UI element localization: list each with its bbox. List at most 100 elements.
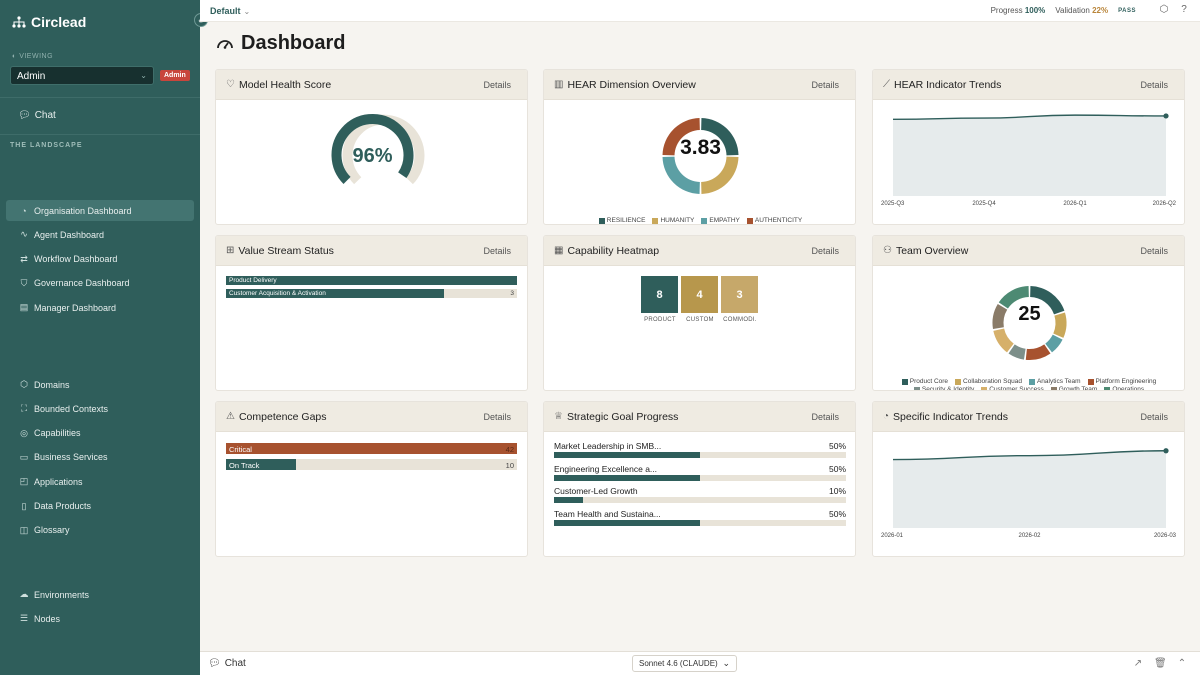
model-value: Sonnet 4.6 (CLAUDE) [639,659,718,668]
goal-item[interactable]: Market Leadership in SMB... 50% [554,441,846,458]
card-title: Capability Heatmap [567,244,660,257]
environment-select[interactable]: Default ⌄ [210,6,250,16]
sidebar-chat-label: Chat [34,110,56,121]
competence-row[interactable]: Critical 42 [226,443,517,454]
donut-slice[interactable] [1045,334,1063,353]
briefcase-icon: ▭ [19,451,29,462]
value-stream-count: 3 [510,290,514,297]
section-label: THE LANDSCAPE [10,142,83,149]
value-stream-row[interactable]: Customer Acquisition & Activation 3 [226,289,517,298]
donut-slice[interactable] [1025,344,1051,360]
details-button[interactable]: Details [811,79,839,90]
sidebar-item-nodes[interactable]: ☰ Nodes [6,608,194,629]
sidebar-item-workflow-dashboard[interactable]: ⇄ Workflow Dashboard [6,249,194,270]
legend-swatch [1028,378,1035,385]
donut-slice[interactable] [701,118,739,156]
clipboard-icon: ▤ [19,302,29,313]
sidebar-item-business-services[interactable]: ▭ Business Services [6,447,194,468]
legend-item: Platform Engineering [1087,378,1156,385]
sidebar-chat-link[interactable]: 💬︎ Chat [18,110,56,121]
sidebar-item-label: Agent Dashboard [34,229,105,240]
x-tick-label: 2025-Q4 [972,201,996,207]
value-stream-row[interactable]: Product Delivery [226,276,517,285]
details-button[interactable]: Details [811,245,839,256]
sidebar-item-governance-dashboard[interactable]: ⛉ Governance Dashboard [6,273,194,294]
donut-slice[interactable] [998,286,1029,309]
donut-slice[interactable] [1030,286,1065,315]
page-title: Dashboard [215,32,345,55]
sidebar-item-agent-dashboard[interactable]: ∿ Agent Dashboard [6,224,194,245]
donut-slice[interactable] [1008,344,1026,360]
health-gauge [331,114,425,185]
workflow-icon: ⇄ [20,253,28,264]
donut-slice[interactable] [701,156,739,194]
heatmap-cell[interactable]: 4 [681,276,718,313]
goal-track [554,475,846,481]
sidebar-item-glossary[interactable]: ◫ Glossary [6,520,194,541]
details-button[interactable]: Details [811,411,839,422]
chat-toggle[interactable]: 💬︎ Chat [208,658,246,669]
goal-item[interactable]: Engineering Excellence a... 50% [554,464,846,481]
workspace-value: Admin [17,71,46,82]
legend-item: RESILIENCE [598,217,645,224]
hear-trends-card: ⟋ HEAR Indicator Trends Details 2025-Q3 20… [872,69,1185,225]
legend-label: Collaboration Squad [963,378,1022,385]
details-button[interactable]: Details [1140,79,1168,90]
legend-swatch [701,217,708,224]
details-button[interactable]: Details [483,411,511,422]
heatmap-cell[interactable]: 3 [721,276,758,313]
legend-swatch [901,378,908,385]
warning-icon: ⚠ [226,411,235,422]
trend-point[interactable] [1163,448,1169,454]
sidebar-item-applications[interactable]: ◰ Applications [6,471,194,492]
goal-item[interactable]: Customer-Led Growth 10% [554,486,846,503]
target-icon: ◎ [20,427,28,438]
sidebar-item-label: Domains [34,379,70,390]
sidebar-item-organisation-dashboard[interactable]: ◔ Organisation Dashboard [6,200,194,221]
chevron-up-icon[interactable]: ⌃ [1177,658,1187,669]
donut-slice[interactable] [1053,312,1067,338]
sidebar-item-manager-dashboard[interactable]: ▤ Manager Dashboard [6,297,194,318]
heatmap-cell[interactable]: 8 [641,276,678,313]
model-stats: Progress 100% Validation 22% PASS [991,6,1136,15]
goal-item[interactable]: Team Health and Sustaina... 50% [554,509,846,526]
admin-badge: Admin [160,70,190,81]
donut-slice[interactable] [662,118,700,156]
legend-item: Customer Success [981,386,1044,390]
card-title: Competence Gaps [238,410,327,423]
goal-name: Team Health and Sustaina... [554,509,661,519]
heatmap-label: CUSTOM [686,317,714,323]
hear-trend-chart: 2025-Q3 2025-Q4 2026-Q1 2026-Q2 [881,113,1177,207]
details-button[interactable]: Details [1140,245,1168,256]
details-button[interactable]: Details [483,245,511,256]
package-icon[interactable]: ⬡ [1159,4,1169,15]
sidebar-item-label: Workflow Dashboard [34,254,118,265]
sidebar-item-domains[interactable]: ⬡ Domains [6,374,194,395]
donut-slice[interactable] [662,156,700,194]
details-button[interactable]: Details [1140,411,1168,422]
external-link-icon[interactable]: ↗ [1133,658,1143,669]
competence-row[interactable]: On Track 10 [226,459,517,470]
sidebar-item-data-products[interactable]: ▯ Data Products [6,496,194,517]
sidebar-item-environments[interactable]: ☁ Environments [6,584,194,605]
gauge-icon [217,39,233,49]
progress-value: 100% [1024,6,1046,15]
trash-icon[interactable]: 🗑︎ [1154,658,1167,669]
donut-slice[interactable] [992,303,1008,330]
legend-item: HUMANITY [652,217,694,224]
workspace-select[interactable]: Admin ⌄ [10,66,154,85]
sidebar-item-label: Organisation Dashboard [34,205,132,216]
sidebar-item-bounded-contexts[interactable]: ⛶ Bounded Contexts [6,398,194,419]
value-stream-label: Product Delivery [229,277,277,284]
details-button[interactable]: Details [483,79,511,90]
sidebar-item-capabilities[interactable]: ◎ Capabilities [6,423,194,444]
help-icon[interactable]: ? [1181,4,1187,15]
validation-value: 22% [1092,6,1109,15]
app-name: Circlead [31,14,87,30]
trend-point[interactable] [1163,113,1169,119]
model-select[interactable]: Sonnet 4.6 (CLAUDE) ⌄ [632,655,737,672]
goal-progress-card: ♕ Strategic Goal Progress Details Market … [543,401,856,557]
competence-label: Critical [229,445,252,454]
app-logo[interactable]: Circlead [12,14,86,30]
donut-slice[interactable] [993,328,1014,353]
